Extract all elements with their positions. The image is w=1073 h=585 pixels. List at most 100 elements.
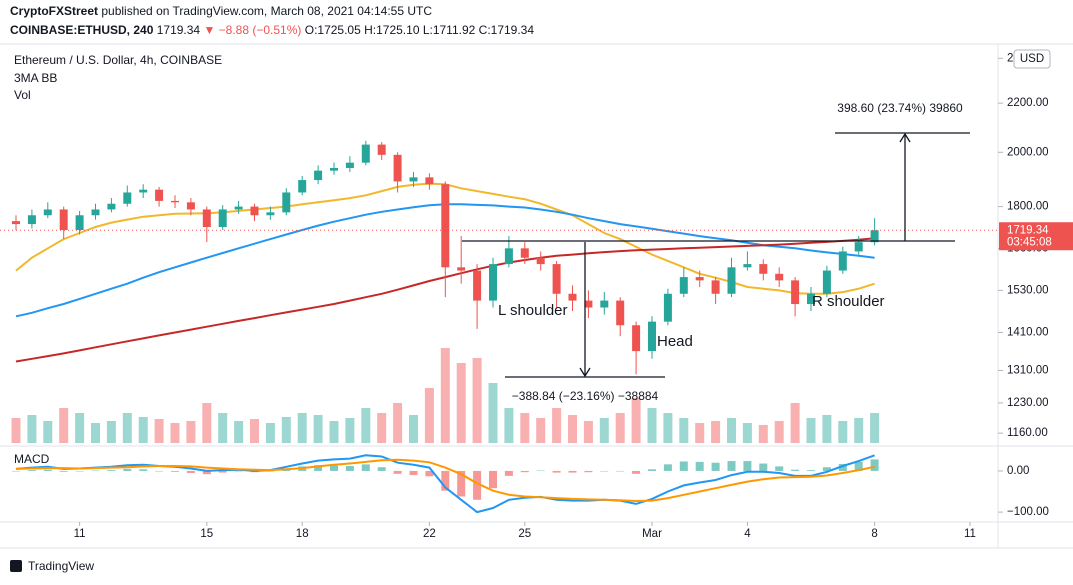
x-tick-label: 15 (200, 528, 213, 540)
macd-histogram (314, 465, 323, 471)
candle-body (870, 230, 879, 243)
volume-bar (361, 408, 371, 443)
volume-bar (870, 413, 880, 443)
candle-body (75, 215, 84, 231)
macd-histogram (489, 470, 497, 489)
candle-body (695, 277, 704, 281)
volume-bar (440, 348, 450, 443)
volume-bar (790, 403, 800, 443)
indicator-label: MACD (14, 452, 50, 466)
logo: TradingView (10, 559, 94, 573)
macd-histogram (186, 470, 195, 473)
macd-histogram (854, 461, 863, 471)
candle-body (457, 267, 466, 271)
candle-body (504, 248, 513, 265)
candle-body (186, 202, 195, 210)
candle-body (218, 209, 227, 228)
candle-body (568, 293, 577, 301)
drawings (462, 132, 970, 378)
candle-body (377, 144, 386, 155)
x-tick-label: 25 (518, 528, 531, 540)
candle-body (123, 192, 132, 204)
volume-bar (377, 413, 387, 443)
author: CryptoFXStreet (10, 4, 98, 18)
macd-histogram (457, 470, 466, 497)
last: 1719.34 (157, 23, 201, 37)
volume-bar (727, 418, 736, 443)
x-tick-label: 18 (296, 528, 309, 540)
annotation: L shoulder (498, 302, 568, 319)
candle-body (759, 264, 768, 274)
volume-bar (472, 358, 482, 443)
candle-body (838, 251, 847, 271)
volume-bar (774, 421, 784, 443)
macd-histogram (679, 461, 688, 471)
price-axis: 1160.001230.001310.001410.001530.001660.… (74, 52, 1049, 540)
macd-histogram (234, 470, 243, 472)
volume-bar (122, 413, 132, 443)
last-price-label: 1719.34 (1007, 224, 1049, 236)
candle-body (393, 154, 402, 182)
candle-body (552, 264, 561, 294)
candle-body (266, 212, 275, 216)
volume-bar (504, 408, 514, 443)
candle-body (727, 267, 736, 294)
candle-body (822, 270, 831, 294)
volume-bar (520, 413, 530, 443)
volume-bar (329, 421, 339, 443)
volume-bar (265, 423, 275, 443)
logo-icon (10, 560, 22, 572)
candle-body (330, 167, 338, 171)
candle-body (632, 325, 641, 352)
candle-body (663, 293, 672, 322)
macd-histogram (536, 470, 545, 472)
macd-histogram (75, 470, 84, 472)
brand: TradingView (28, 559, 94, 573)
macd-histogram (727, 461, 736, 471)
candle-body (679, 277, 688, 294)
candle-body (298, 180, 307, 193)
candle-body (91, 209, 100, 216)
annotation: Head (657, 333, 693, 350)
volume-bar (599, 418, 609, 443)
candle-body (743, 264, 752, 268)
candle-body (234, 206, 243, 210)
arrow (899, 132, 911, 143)
volume-bar (583, 421, 593, 443)
candle-body (107, 203, 116, 210)
macd-histogram (155, 470, 164, 472)
candle-body (171, 200, 179, 203)
y-tick-label: 1310.00 (1007, 364, 1049, 376)
macd-histogram (330, 465, 338, 471)
candle-body (425, 177, 434, 185)
chart-title: Ethereum / U.S. Dollar, 4h, COINBASE (14, 53, 222, 67)
x-tick-label: 11 (74, 528, 86, 540)
macd-histogram (695, 461, 704, 471)
candle-body (807, 293, 815, 305)
candle-body (12, 221, 20, 225)
currency: USD (1020, 53, 1044, 65)
volume-bar (393, 403, 403, 443)
countdown: 03:45:08 (1007, 236, 1052, 248)
x-tick-label: 22 (423, 528, 436, 540)
signal-line (15, 458, 875, 503)
indicator-label: Vol (14, 88, 31, 102)
macd-histogram (584, 470, 593, 473)
candle-body (27, 215, 36, 225)
macd-histogram (504, 470, 513, 476)
volume-bar (631, 398, 641, 443)
macd-histogram (791, 469, 800, 471)
macd-histogram (838, 463, 847, 471)
candle-body (648, 321, 656, 352)
y-tick-label: 2200.00 (1007, 97, 1049, 109)
volume-bar (170, 423, 180, 443)
candle-body (43, 209, 52, 216)
candle-body (282, 192, 291, 213)
macd-histogram (409, 470, 418, 476)
volume-bar (281, 417, 291, 443)
plot (0, 140, 998, 514)
macd-histogram (377, 467, 386, 471)
volume-bar (711, 421, 721, 443)
candle-body (584, 300, 593, 308)
